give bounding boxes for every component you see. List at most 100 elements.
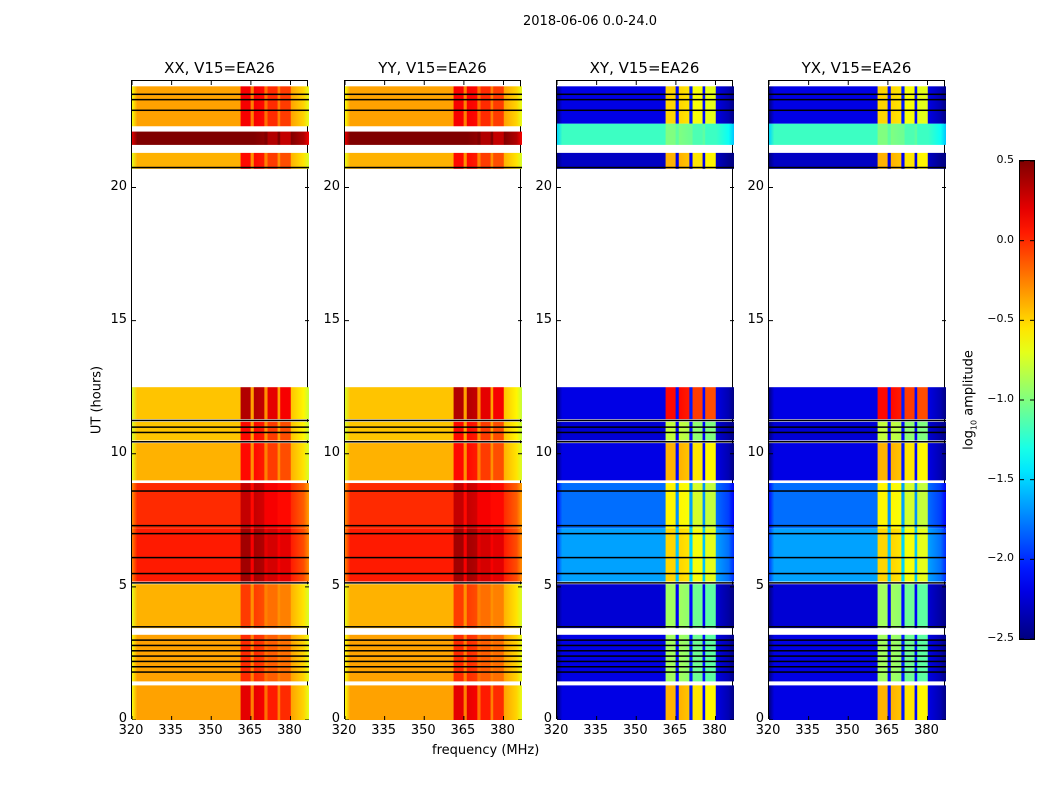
heatmap-band xyxy=(132,483,309,529)
flagged-line xyxy=(769,93,946,96)
flagged-line xyxy=(132,655,309,657)
heatmap-band xyxy=(557,152,734,169)
flagged-line xyxy=(345,660,522,663)
flagged-line xyxy=(557,109,734,112)
panel-title: YX, V15=EA26 xyxy=(801,59,912,77)
y-tick-label: 0 xyxy=(118,711,127,726)
flagged-line xyxy=(769,582,946,584)
flagged-line xyxy=(345,644,522,647)
x-tick-label: 335 xyxy=(583,723,609,738)
x-tick-label: 365 xyxy=(874,723,900,738)
heatmap-band xyxy=(132,584,309,629)
y-tick-label: 5 xyxy=(755,577,764,593)
x-axis-label: frequency (MHz) xyxy=(432,743,540,758)
heatmap-panel-xy xyxy=(556,80,734,720)
heatmap-band xyxy=(345,584,522,629)
flagged-line xyxy=(132,441,309,443)
x-tick-label: 335 xyxy=(371,723,397,738)
flagged-line xyxy=(345,426,522,428)
flagged-line xyxy=(769,655,946,657)
x-tick-label: 350 xyxy=(410,723,436,738)
y-tick-label: 15 xyxy=(535,311,552,327)
flagged-line xyxy=(769,532,946,535)
y-tick-label: 20 xyxy=(323,178,340,194)
heatmap-band xyxy=(769,483,946,529)
flagged-line xyxy=(769,431,946,434)
x-tick-label: 365 xyxy=(662,723,688,738)
colorbar-gradient xyxy=(1020,161,1034,639)
heatmap-band xyxy=(132,528,309,582)
flagged-line xyxy=(557,572,734,575)
flagged-line xyxy=(132,639,309,641)
flagged-line xyxy=(557,524,734,527)
x-tick-label: 380 xyxy=(914,723,939,738)
flagged-line xyxy=(769,666,946,668)
y-tick-label: 10 xyxy=(747,444,764,460)
panel-title: XY, V15=EA26 xyxy=(589,59,700,77)
flagged-line xyxy=(769,524,946,527)
heatmap-panel-yx xyxy=(768,80,946,720)
flagged-line xyxy=(769,109,946,112)
heatmap-band xyxy=(132,86,309,127)
heatmap-band xyxy=(769,123,946,145)
flagged-line xyxy=(557,166,734,169)
flagged-line xyxy=(557,655,734,657)
x-tick-label: 380 xyxy=(490,723,515,738)
y-tick-label: 5 xyxy=(331,577,340,593)
y-tick-label: 15 xyxy=(747,311,764,327)
flagged-line xyxy=(557,660,734,663)
x-tick-label: 365 xyxy=(237,723,263,738)
colorbar xyxy=(1019,160,1035,640)
flagged-line xyxy=(132,644,309,647)
heatmap-band xyxy=(557,387,734,420)
flagged-line xyxy=(132,109,309,112)
heatmap-band xyxy=(769,584,946,629)
heatmap-band xyxy=(345,131,522,145)
heatmap-band xyxy=(769,421,946,441)
flagged-line xyxy=(557,419,734,422)
x-tick-label: 350 xyxy=(834,723,860,738)
flagged-line xyxy=(345,98,522,101)
heatmap-band xyxy=(345,483,522,529)
colorbar-tick-label: −1.0 xyxy=(987,392,1014,405)
flagged-line xyxy=(132,98,309,101)
flagged-line xyxy=(345,166,522,169)
y-tick-label: 20 xyxy=(747,178,764,194)
flagged-line xyxy=(557,671,734,673)
x-tick-label: 350 xyxy=(197,723,223,738)
heatmap-band xyxy=(769,86,946,124)
y-axis-label: UT (hours) xyxy=(89,365,105,435)
heatmap-band xyxy=(769,152,946,169)
heatmap-band xyxy=(345,421,522,441)
flagged-line xyxy=(132,431,309,434)
heatmap-band xyxy=(132,131,309,145)
flagged-line xyxy=(132,671,309,673)
colorbar-tick-label: −2.0 xyxy=(987,551,1014,565)
heatmap-band xyxy=(557,483,734,529)
heatmap-band xyxy=(345,528,522,582)
heatmap-band xyxy=(769,443,946,481)
y-tick-label: 5 xyxy=(543,577,552,593)
flagged-line xyxy=(132,650,309,652)
colorbar-label-main: log xyxy=(961,430,977,450)
flagged-line xyxy=(557,644,734,647)
flagged-line xyxy=(132,532,309,535)
flagged-line xyxy=(132,93,309,96)
heatmap-band xyxy=(769,634,946,682)
heatmap-band xyxy=(345,387,522,420)
flagged-line xyxy=(769,644,946,647)
heatmap-band xyxy=(132,152,309,169)
heatmap-band xyxy=(345,634,522,682)
heatmap-band xyxy=(557,86,734,124)
flagged-line xyxy=(557,93,734,96)
heatmap-band xyxy=(557,685,734,720)
flagged-line xyxy=(345,655,522,657)
y-tick-label: 0 xyxy=(755,711,764,726)
flagged-line xyxy=(345,524,522,527)
flagged-line xyxy=(345,431,522,434)
flagged-line xyxy=(557,98,734,101)
heatmap-band xyxy=(132,685,309,720)
flagged-line xyxy=(557,431,734,434)
flagged-line xyxy=(557,426,734,428)
heatmap-band xyxy=(557,634,734,682)
